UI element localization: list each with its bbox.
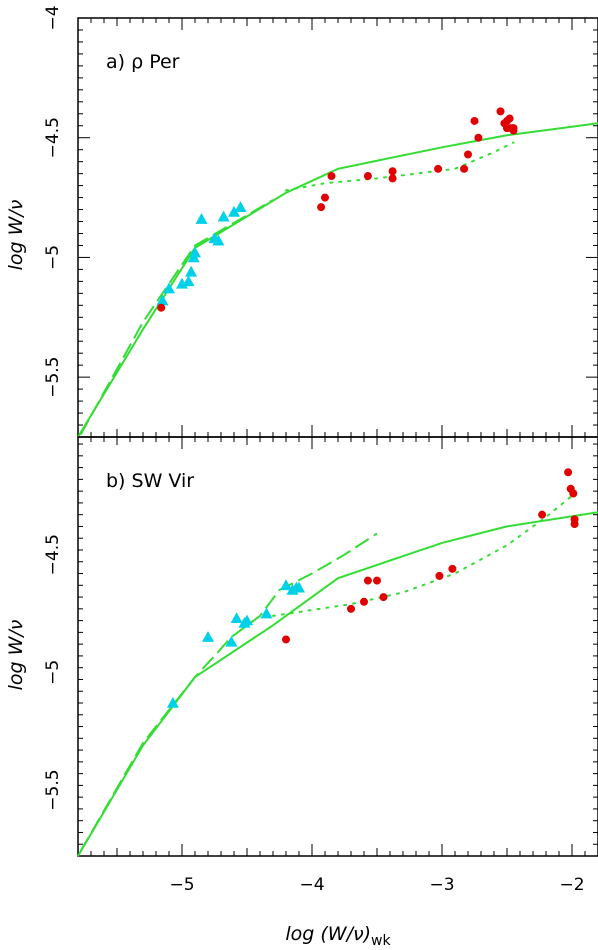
x-tick-label: −5 — [169, 875, 194, 895]
panel-label: a) ρ Per — [106, 51, 180, 73]
y-axis-label-top: log W/ν — [5, 199, 27, 270]
circle-point — [388, 174, 397, 183]
triangle-point — [260, 607, 273, 619]
triangle-point — [241, 614, 253, 626]
circle-point — [282, 635, 290, 644]
x-tick-label: −3 — [429, 875, 454, 895]
circle-point — [360, 597, 368, 606]
y-axis-label-bottom: log W/ν — [5, 619, 27, 690]
plot-frame — [77, 17, 598, 438]
circle-point — [363, 172, 372, 181]
circle-point — [363, 576, 372, 585]
y-tick-label: −5 — [43, 660, 63, 685]
circle-point — [317, 203, 326, 212]
circle-point — [460, 164, 469, 173]
x-axis-label: log (W/ν)wk — [285, 923, 391, 949]
y-tick-label: −5.5 — [43, 357, 63, 398]
triangle-point — [217, 210, 230, 222]
circle-point — [388, 167, 397, 176]
circle-point — [347, 604, 355, 613]
triangle-point — [280, 579, 292, 591]
circle-point — [569, 489, 578, 498]
x-axis-label-main: log (W/ν) — [285, 923, 371, 945]
circle-point — [448, 564, 457, 573]
triangle-point — [212, 234, 225, 246]
circle-point — [435, 571, 444, 580]
circle-point — [564, 468, 573, 477]
triangle-point — [225, 635, 238, 647]
x-tick-label: −4 — [299, 875, 324, 895]
y-tick-label: −5.5 — [43, 769, 63, 810]
circle-point — [373, 576, 381, 585]
circle-point — [464, 150, 472, 159]
circle-point — [538, 510, 547, 519]
triangle-point — [189, 246, 201, 258]
y-tick-label: −4.5 — [43, 534, 63, 575]
dotted-model-line — [272, 494, 573, 617]
circle-point — [496, 107, 505, 116]
circle-point — [474, 133, 483, 142]
triangle-point — [163, 282, 175, 294]
y-tick-label: −4 — [43, 5, 63, 30]
y-tick-label: −4.5 — [43, 117, 63, 158]
x-tick-label: −2 — [559, 875, 584, 895]
triangle-point — [230, 612, 243, 624]
triangle-point — [228, 205, 240, 217]
dashed-model-line — [79, 199, 274, 436]
circle-point — [470, 116, 479, 125]
plot-frame — [77, 436, 598, 857]
circle-point — [509, 126, 518, 135]
triangle-point — [166, 696, 179, 708]
triangle-point — [293, 581, 305, 593]
circle-point — [321, 193, 329, 202]
panel-b: −5 −4 −3 −2 −4.5 −5 −5.5 b) SW Vir — [43, 436, 598, 895]
triangle-point — [234, 201, 247, 212]
dashed-model-line — [79, 532, 378, 852]
solid-model-line — [77, 122, 598, 438]
circle-point — [434, 164, 443, 173]
triangle-point — [182, 275, 195, 287]
circle-point — [157, 303, 166, 312]
triangle-point — [202, 631, 214, 642]
dotted-model-line — [285, 141, 515, 192]
panel-label: b) SW Vir — [106, 470, 194, 492]
axis-labels: log (W/ν)wk log W/ν log W/ν — [5, 199, 391, 949]
circle-point — [505, 114, 514, 123]
triangle-point — [156, 294, 169, 306]
circle-point — [379, 593, 388, 602]
x-axis-label-sub: wk — [371, 933, 391, 949]
triangle-point — [185, 265, 198, 277]
y-tick-label: −5 — [43, 245, 63, 270]
panel-a: −4 −4.5 −5 −5.5 a) ρ Per — [43, 5, 598, 438]
solid-model-line — [77, 511, 598, 857]
circle-point — [570, 520, 579, 529]
circle-point — [327, 172, 336, 181]
triangle-point — [195, 213, 208, 224]
